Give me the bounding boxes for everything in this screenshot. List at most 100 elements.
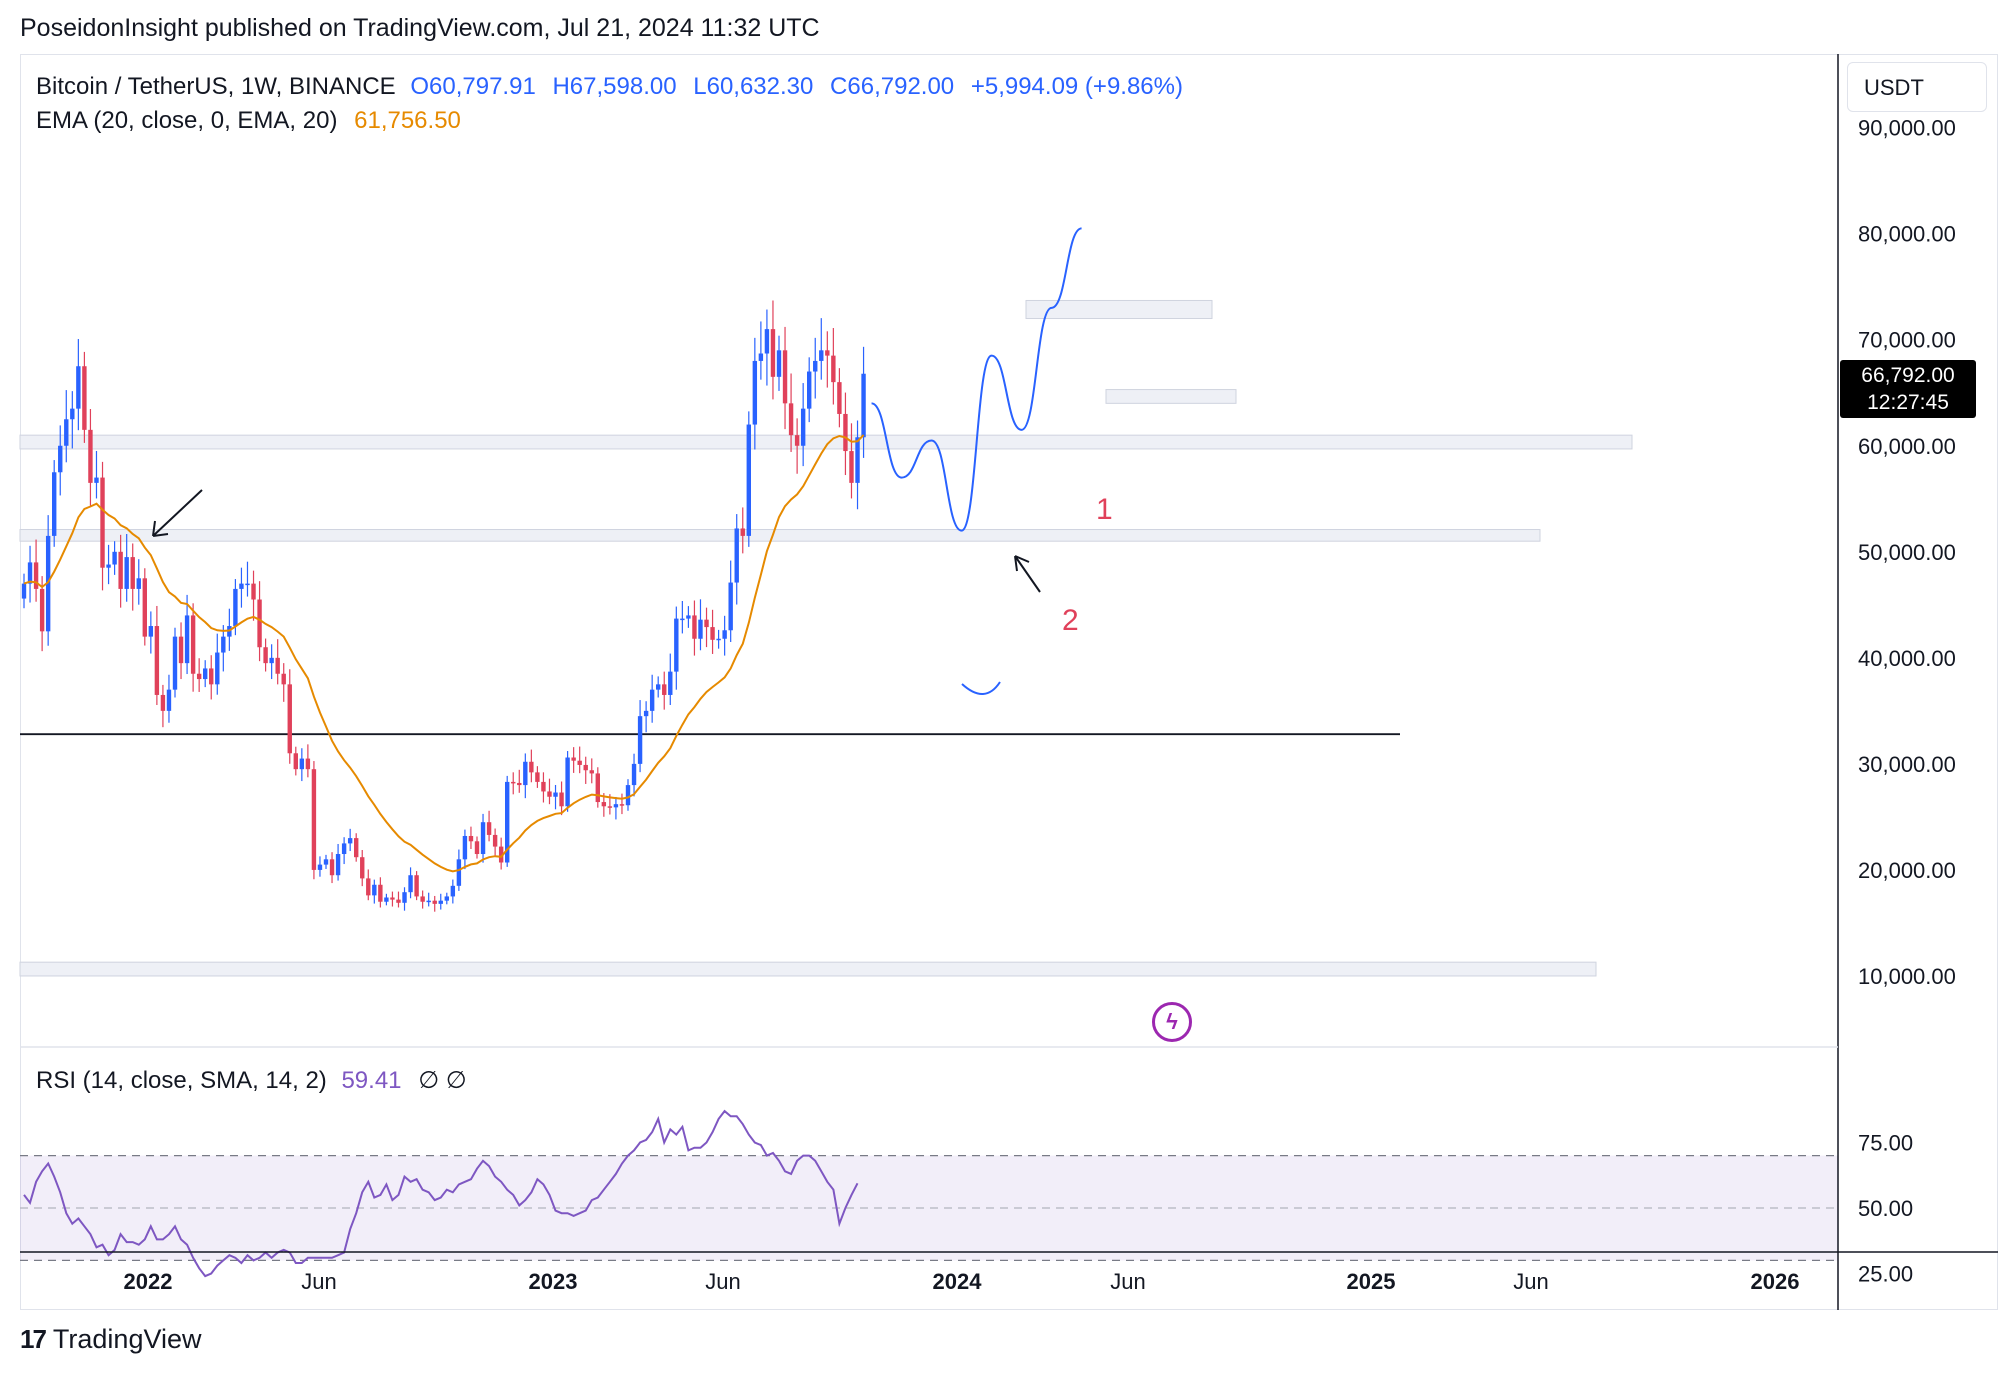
- support-resistance-zones: [19, 299, 1633, 977]
- candle-body: [776, 350, 782, 377]
- candle-body: [825, 350, 830, 356]
- candle-body: [643, 710, 649, 717]
- candle-body: [668, 671, 673, 695]
- candle-body: [734, 528, 739, 583]
- time-tick-label: 2024: [933, 1269, 983, 1294]
- candle-body: [420, 896, 425, 902]
- candle-body: [347, 838, 353, 844]
- chart-legend: Bitcoin / TetherUS, 1W, BINANCE O60,797.…: [36, 70, 1183, 138]
- candle-body: [613, 804, 619, 808]
- price-tick-label: 50,000.00: [1858, 540, 1956, 565]
- price-zone: [19, 961, 1597, 977]
- candle-body: [299, 758, 305, 770]
- candle-body: [625, 785, 631, 806]
- tradingview-brand: TradingView: [52, 1324, 202, 1354]
- candle-body: [390, 897, 395, 900]
- candle-body: [589, 770, 594, 774]
- candle-body: [293, 753, 298, 770]
- candle-body: [480, 822, 486, 855]
- rsi-line: [23, 1109, 859, 1278]
- candle-body: [444, 896, 449, 901]
- publish-header: PoseidonInsight published on TradingView…: [20, 14, 820, 42]
- candle-body: [251, 583, 256, 600]
- candle-body: [142, 578, 147, 637]
- candle-body: [843, 413, 848, 452]
- price-tick-label: 60,000.00: [1858, 434, 1956, 459]
- candle-body: [76, 366, 81, 409]
- currency-selector[interactable]: USDT: [1847, 62, 1987, 112]
- candle-body: [752, 360, 758, 425]
- candle-body: [257, 599, 262, 648]
- candle-body: [221, 636, 226, 653]
- ema-line: [23, 434, 865, 873]
- candle-body: [335, 854, 341, 876]
- candle-body: [239, 583, 244, 589]
- time-tick-label: 2026: [1751, 1269, 1800, 1294]
- candle-body: [154, 626, 160, 695]
- candle-body: [82, 366, 87, 430]
- price-tick-label: 30,000.00: [1858, 752, 1956, 777]
- candle-body: [505, 781, 510, 863]
- annotation-arrow-2: [1014, 555, 1041, 593]
- last-price-value: 66,792.00: [1861, 364, 1955, 387]
- candle-body: [511, 781, 516, 784]
- candle-body: [710, 627, 715, 640]
- candle-body: [88, 429, 93, 483]
- candle-body: [656, 684, 661, 690]
- ema-label[interactable]: EMA (20, close, 0, EMA, 20): [36, 107, 338, 134]
- candle-body: [112, 551, 117, 565]
- candle-body: [474, 841, 480, 855]
- candle-body: [728, 582, 733, 631]
- rsi-label[interactable]: RSI (14, close, SMA, 14, 2): [36, 1067, 327, 1094]
- price-tick-label: 70,000.00: [1858, 328, 1956, 353]
- price-axis: 90,000.00 80,000.00 70,000.00 60,000.00 50,0…: [1858, 116, 1956, 989]
- candle-body: [329, 859, 335, 876]
- annotation-arrow-1: [152, 489, 203, 537]
- price-tick-label: 80,000.00: [1858, 222, 1956, 247]
- price-zone: [19, 434, 1633, 450]
- candle-body: [281, 673, 286, 685]
- candle-body: [559, 792, 564, 807]
- rsi-value: 59.41: [341, 1067, 402, 1094]
- price-zone: [1105, 389, 1237, 404]
- candle-body: [601, 802, 607, 807]
- candle-body: [396, 899, 401, 903]
- price-tick-label: 20,000.00: [1858, 858, 1956, 883]
- annotation-arrows: [152, 489, 1041, 593]
- candle-body: [831, 355, 836, 383]
- time-tick-label: 2025: [1347, 1269, 1396, 1294]
- candle-body: [178, 636, 184, 664]
- candle-body: [649, 689, 655, 711]
- symbol-label[interactable]: Bitcoin / TetherUS, 1W, BINANCE: [36, 73, 396, 100]
- candle-body: [378, 884, 383, 902]
- candle-body: [758, 353, 764, 361]
- candle-body: [148, 626, 154, 637]
- candle-body: [517, 782, 522, 786]
- lightning-bolt-icon[interactable]: ϟ: [1152, 1002, 1192, 1042]
- candle-body: [311, 769, 317, 870]
- candle-body: [468, 835, 474, 842]
- candle-body: [305, 758, 311, 770]
- time-axis: 2022 Jun 2023 Jun 2024 Jun 2025 Jun 2026: [124, 1269, 1800, 1294]
- candle-body: [849, 451, 854, 483]
- candle-body: [70, 408, 75, 420]
- candle-body: [209, 668, 214, 685]
- candle-body: [354, 838, 359, 858]
- candle-body: [317, 864, 323, 870]
- candle-body: [794, 435, 800, 446]
- candle-body: [21, 583, 27, 599]
- price-zone: [19, 529, 1541, 542]
- candle-body: [275, 657, 280, 674]
- candle-body: [203, 668, 208, 680]
- candle-body: [269, 657, 274, 664]
- candle-body: [770, 329, 776, 377]
- rsi-tick-label: 25.00: [1858, 1262, 1913, 1287]
- tradingview-logo[interactable]: 17 TradingView: [20, 1324, 202, 1355]
- candle-body: [498, 846, 504, 863]
- rsi-legend: RSI (14, close, SMA, 14, 2) 59.41 ∅ ∅: [36, 1066, 467, 1095]
- rsi-pane: 75.00 50.00 25.00: [20, 1109, 1913, 1287]
- candle-body: [402, 892, 407, 903]
- time-tick-label: Jun: [301, 1269, 336, 1294]
- candle-body: [245, 583, 250, 586]
